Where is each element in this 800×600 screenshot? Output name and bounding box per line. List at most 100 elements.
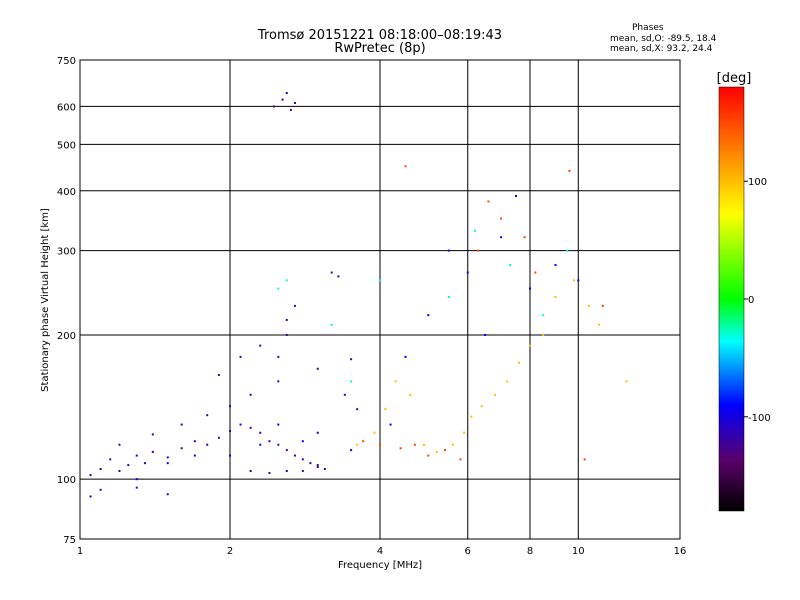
x-tick-label: 2 [227,546,233,557]
data-point [99,468,102,471]
data-point [473,229,476,232]
chart-title: Tromsø 20151221 08:18:00–08:19:43 [257,28,503,43]
data-point [394,380,397,383]
data-point [316,464,319,467]
data-point [373,431,376,434]
data-point [379,443,381,446]
data-point [285,279,288,282]
data-point [554,296,557,299]
data-point [534,271,537,274]
data-point [229,405,231,408]
data-point [293,101,296,104]
data-point [316,367,319,370]
data-point [529,287,531,290]
data-point [529,344,531,347]
data-point [109,458,112,461]
x-tick-label: 10 [572,546,585,557]
data-point [193,440,196,443]
phases-stats-o: mean, sd,O: -89.5, 18.4 [610,34,717,44]
data-point [447,249,450,252]
data-point [259,443,262,446]
data-point [89,474,92,477]
data-point [487,200,490,203]
data-point [384,408,387,411]
data-point [206,443,209,446]
data-point [427,314,430,317]
data-point [506,380,509,383]
data-point [459,458,462,461]
data-point [523,236,526,239]
data-point [135,478,138,481]
data-point [118,443,121,446]
data-point [166,462,169,465]
data-point [259,344,262,347]
data-point [268,440,271,443]
data-point [301,458,304,461]
data-point [435,450,438,453]
y-axis-ticks: 75 100 200 300 400 500 600 750 [57,56,76,546]
phases-stats-x: mean, sd,X: 93.2, 24.4 [610,44,713,54]
data-point [316,431,319,434]
data-point [427,454,430,457]
data-point [277,380,280,383]
x-tick-label: 4 [377,546,383,557]
data-point [285,318,288,321]
data-point [583,458,586,461]
data-point [118,469,121,472]
data-point [554,263,557,266]
data-point [389,423,392,426]
colorbar-label: [deg] [717,71,752,86]
data-point [509,263,512,266]
data-point [477,249,480,252]
data-point [399,447,402,450]
data-point [323,468,326,471]
data-point [404,355,407,358]
data-point [277,287,280,290]
data-point [587,304,590,307]
data-point [293,304,296,307]
data-point [330,323,333,326]
y-tick-label: 200 [57,331,76,342]
y-tick-label: 100 [57,475,76,486]
data-point [517,361,520,364]
data-point [301,440,304,443]
data-point [277,355,280,358]
plot-grid [80,60,680,539]
data-point [500,236,503,239]
data-point [166,456,169,459]
data-point [379,279,381,282]
colorbar [718,86,745,512]
data-point [601,304,604,307]
x-tick-label: 8 [527,546,533,557]
data-point [239,423,242,426]
data-point [542,314,545,317]
scatter-points [89,91,628,498]
data-point [135,454,138,457]
data-point [259,431,262,434]
data-point [289,108,292,111]
y-tick-label: 300 [57,247,76,258]
data-point [99,488,102,491]
data-point [451,443,454,446]
data-point [356,408,359,411]
chart-subtitle: RwPretec (8p) [334,41,426,56]
colorbar-tick-label: 100 [748,177,767,188]
data-point [309,462,312,465]
data-point [350,380,353,383]
data-point [413,443,416,446]
data-point [277,423,280,426]
data-point [127,464,130,467]
data-point [272,105,275,108]
x-tick-label: 1 [77,546,83,557]
data-point [597,323,600,326]
data-point [572,279,575,282]
data-point [493,393,496,396]
data-point [151,433,154,436]
data-point [143,462,146,465]
data-point [404,165,407,168]
data-point [566,249,569,252]
y-tick-label: 600 [57,102,76,113]
data-point [447,296,450,299]
data-point [422,443,425,446]
